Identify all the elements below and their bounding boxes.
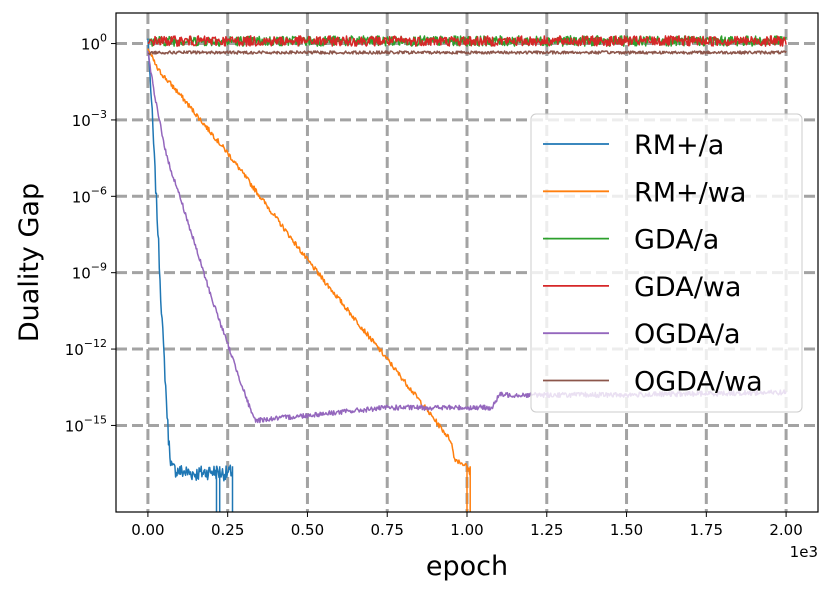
- x-tick-label: 1.00: [450, 521, 483, 539]
- y-tick-label: 10−6: [72, 184, 107, 206]
- legend-entry-label: OGDA/wa: [634, 367, 763, 398]
- x-tick-label: 1.75: [690, 521, 723, 539]
- legend-entry-label: RM+/a: [634, 130, 724, 161]
- series-line: [147, 50, 787, 56]
- y-tick-base: 10: [65, 341, 84, 359]
- y-tick-exponent: 0: [100, 32, 107, 45]
- x-tick-label: 0.50: [291, 521, 324, 539]
- series-line: [147, 48, 471, 512]
- x-axis-ticks: 0.00 0.25 0.50 0.75 1.00 1.25 1.50 1.75 2.00: [131, 512, 803, 539]
- y-tick-label: 10−3: [72, 108, 107, 130]
- legend-entry-label: RM+/wa: [634, 177, 746, 208]
- legend-box: [530, 113, 803, 413]
- y-tick-exponent: −6: [91, 184, 107, 197]
- legend-entry-label: OGDA/a: [634, 319, 741, 350]
- y-tick-exponent: −3: [91, 108, 107, 121]
- y-tick-base: 10: [72, 188, 91, 206]
- series-line: [147, 38, 234, 512]
- x-tick-label: 1.50: [610, 521, 643, 539]
- y-tick-exponent: −12: [84, 337, 107, 350]
- y-tick-label: 10−15: [65, 413, 107, 435]
- y-tick-base: 10: [65, 417, 84, 435]
- x-tick-label: 0.75: [371, 521, 404, 539]
- y-axis-label: Duality Gap: [14, 183, 45, 342]
- y-tick-exponent: −15: [84, 413, 107, 426]
- y-tick-label: 10−12: [65, 337, 107, 359]
- x-tick-label: 1.25: [530, 521, 563, 539]
- y-tick-label: 10−9: [72, 261, 107, 283]
- x-tick-label: 0.25: [211, 521, 244, 539]
- y-tick-label: 100: [81, 32, 107, 54]
- x-tick-label: 0.00: [131, 521, 164, 539]
- x-axis-label: epoch: [426, 551, 508, 582]
- series-lines: [147, 35, 787, 512]
- x-tick-label: 2.00: [769, 521, 802, 539]
- y-tick-base: 10: [72, 265, 91, 283]
- legend-entry-label: GDA/a: [634, 225, 719, 256]
- y-tick-exponent: −9: [91, 261, 107, 274]
- y-tick-base: 10: [81, 36, 100, 54]
- legend: RM+/a RM+/wa GDA/a GDA/wa OGDA/a OGDA/wa: [530, 113, 803, 413]
- legend-entry-label: GDA/wa: [634, 272, 741, 303]
- series-line: [147, 35, 787, 47]
- y-tick-base: 10: [72, 112, 91, 130]
- x-axis-scale-factor: 1e3: [790, 543, 818, 561]
